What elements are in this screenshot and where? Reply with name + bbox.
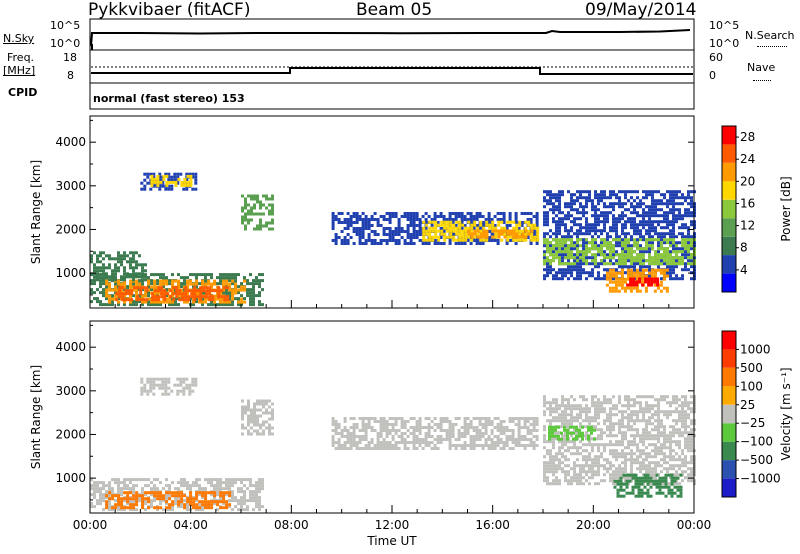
- colorbar-tick-label: −500: [740, 453, 773, 467]
- nsearch-label: N.Search: [745, 29, 795, 42]
- x-tick-label: 00:00: [73, 518, 108, 532]
- y-tick-label: 4000: [55, 340, 86, 354]
- colorbar-tick-label: 500: [740, 361, 763, 375]
- echo-region-13: [626, 277, 660, 287]
- colorbar-tick-label: 12: [740, 219, 755, 233]
- x-axis-label: Time UT: [366, 534, 417, 548]
- colorbar-tick-label: −25: [740, 416, 765, 430]
- echo-region-9: [467, 229, 534, 239]
- colorbar-cell: [722, 126, 736, 145]
- colorbar-cell: [722, 423, 736, 442]
- nave-label: Nave: [747, 61, 776, 74]
- nsky-tick-top: 10^5: [50, 19, 81, 32]
- velocity-chart: 1000 2000 3000 4000 Slant Range [km] 00:00 04:…: [29, 320, 793, 548]
- colorbar-cell: [722, 199, 736, 219]
- echo-region-2: [115, 286, 230, 302]
- y-tick-label: 2000: [55, 222, 86, 236]
- x-tick-label: 08:00: [274, 518, 309, 532]
- colorbar-cell: [722, 349, 736, 368]
- colorbar-frame: [721, 125, 737, 293]
- y-tick-label: 1000: [55, 471, 86, 485]
- status-panels: [89, 18, 695, 110]
- nsearch-tick-top: 10^5: [709, 19, 740, 32]
- freq-unit: [MHz]: [3, 64, 36, 77]
- colorbar-tick-label: 25: [740, 398, 755, 412]
- colorbar-cell: [722, 144, 736, 163]
- echo-region-3: [90, 251, 147, 282]
- nave-tick-bottom: 0: [709, 69, 716, 82]
- colorbar-cell: [722, 478, 736, 497]
- colorbar-frame: [721, 330, 737, 498]
- power-chart: 1000 2000 3000 4000 Slant Range [km] 4 8 12 16 20…: [29, 115, 793, 309]
- colorbar-tick-label: −100: [740, 435, 773, 449]
- colorbar-tick-label: 16: [740, 196, 755, 210]
- x-tick-label: 04:00: [173, 518, 208, 532]
- beam-label: Beam 05: [356, 0, 433, 20]
- colorbar-tick-label: −1000: [740, 472, 781, 486]
- x-tick-label: 12:00: [375, 518, 410, 532]
- nsky-panel-frame: [89, 18, 695, 51]
- echo-region-11: [543, 238, 696, 266]
- colorbar-cell: [722, 236, 736, 256]
- nave-tick-top: 60: [709, 51, 723, 64]
- colorbar-cell: [722, 273, 736, 292]
- date-label: 09/May/2014: [585, 0, 697, 20]
- colorbar-cell: [722, 162, 736, 182]
- freq-tick-top: 18: [63, 51, 77, 64]
- x-tick-label: 00:00: [677, 518, 712, 532]
- colorbar-cell: [722, 404, 736, 424]
- colorbar-tick-label: 20: [740, 174, 755, 188]
- y-tick-label: 4000: [55, 135, 86, 149]
- colorbar-cell: [722, 367, 736, 387]
- echo-region-10: [543, 190, 696, 281]
- echo-region-3: [241, 399, 274, 436]
- nsky-trace: [90, 29, 691, 47]
- nsearch-legend-line: [757, 46, 787, 47]
- y-tick-label: 1000: [55, 266, 86, 280]
- colorbar-label: Velocity [m s⁻¹]: [779, 367, 793, 460]
- colorbar-tick-label: 24: [740, 152, 755, 166]
- colorbar-cell: [722, 218, 736, 237]
- colorbar-tick-label: 8: [740, 241, 748, 255]
- nsky-label: N.Sky: [3, 32, 35, 45]
- echo-region-5: [150, 174, 193, 187]
- nsky-tick-bottom: 10^0: [50, 37, 81, 50]
- x-tick-label: 20:00: [576, 518, 611, 532]
- colorbar-tick-label: 100: [740, 379, 763, 393]
- colorbar-tick-label: 28: [740, 130, 755, 144]
- colorbar-label: Power [dB]: [779, 176, 793, 241]
- freq-trace: [91, 67, 693, 75]
- colorbar-tick-label: 4: [740, 263, 748, 277]
- y-axis-label: Slant Range [km]: [29, 160, 43, 264]
- echo-region-5: [543, 395, 696, 486]
- y-tick-label: 2000: [55, 427, 86, 441]
- echo-region-7: [548, 425, 596, 441]
- colorbar-cell: [722, 181, 736, 200]
- echo-region-6: [241, 194, 274, 231]
- echo-region-1: [105, 491, 232, 510]
- x-tick-label: 16:00: [475, 518, 510, 532]
- freq-tick-bottom: 8: [67, 69, 74, 82]
- echo-region-6: [613, 473, 683, 498]
- colorbar-cell: [722, 441, 736, 461]
- y-tick-label: 3000: [55, 179, 86, 193]
- colorbar-cell: [722, 255, 736, 274]
- nsearch-tick-bottom: 10^0: [709, 37, 740, 50]
- colorbar-cell: [722, 331, 736, 350]
- echo-region-4: [331, 417, 539, 450]
- cpid-label: CPID: [8, 86, 38, 99]
- colorbar-cell: [722, 460, 736, 479]
- cpid-value: normal (fast stereo) 153: [93, 92, 245, 105]
- cpid-panel-frame: [89, 82, 695, 110]
- y-axis-label: Slant Range [km]: [29, 365, 43, 469]
- y-tick-label: 3000: [55, 384, 86, 398]
- colorbar-tick-label: 1000: [740, 342, 771, 356]
- colorbar-cell: [722, 386, 736, 405]
- freq-label: Freq.: [7, 51, 35, 64]
- echo-region-2: [140, 377, 198, 396]
- nave-legend-line: [753, 80, 771, 81]
- plot-title: Pykkvibaer (fitACF): [88, 0, 251, 20]
